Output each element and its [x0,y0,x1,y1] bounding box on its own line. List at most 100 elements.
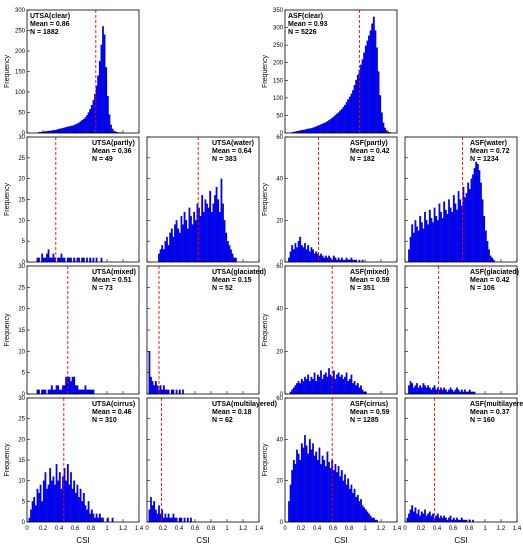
histogram-bar [371,23,374,134]
histogram-bar [324,122,327,134]
histogram-bar [352,90,354,134]
histogram-bar [337,257,340,263]
histogram-bar [340,257,343,263]
histogram-bar [384,127,386,134]
histogram-bar [289,484,292,523]
histogram-bar [73,480,76,523]
histogram-bar [326,376,329,395]
histogram-bar [313,455,316,523]
histogram-bar [38,257,40,263]
histogram-bar [345,257,348,263]
histogram-bar [307,245,310,263]
x-tick-label: 0.6 [449,526,458,532]
histogram-bar [78,122,80,134]
histogram-bar [321,378,324,395]
histogram-bar [340,108,343,134]
histogram-bar [60,253,63,263]
histogram-bar [66,257,69,263]
histogram-bar [202,211,205,263]
histogram-bar [36,257,39,263]
histogram-bar [84,505,87,523]
histogram-bar [84,385,87,395]
histogram-bar [291,470,294,523]
histogram-bar [207,207,210,263]
histogram-bar [409,236,412,263]
y-tick-label: 0 [22,392,26,398]
y-tick-label: 15 [18,458,25,464]
y-tick-label: 5 [22,239,26,245]
histogram-bar [326,121,329,134]
histogram-bar [95,513,98,523]
histogram-bar [412,232,415,263]
histogram-bar [328,461,330,523]
histogram-bar [300,443,303,523]
histogram-bar [294,385,297,395]
axes-frame [146,265,260,395]
histogram-bar [151,505,154,523]
x-tick-label: 0.6 [191,526,200,532]
histogram-bar [337,466,340,523]
histogram-bar [76,257,79,263]
histogram-bar [313,127,316,134]
histogram-bar [190,517,192,523]
histogram-bar [440,211,442,263]
histogram-bar [154,381,157,395]
y-axis-label: Frequency [4,443,11,477]
y-tick-label: 0 [280,131,284,137]
histogram-bar [313,372,316,395]
histogram-bar [328,255,330,263]
x-tick-label: 0.4 [313,526,322,532]
histogram-bar [342,106,345,134]
histogram-bar [422,228,425,263]
histogram-bar [92,513,95,523]
histogram-bar [100,257,103,263]
histogram-bar [169,232,172,263]
histogram-bar [382,122,385,134]
y-axis-label: Frequency [262,443,269,477]
histogram-bar [84,117,87,134]
y-tick-label: 300 [15,8,26,14]
histogram-bar [326,451,329,523]
histogram-bar [304,376,306,395]
histogram-bar [459,199,462,263]
mean-label: Mean = 0.51 [92,277,132,284]
histogram-bar [318,447,321,523]
histogram-bar [334,257,337,263]
histogram-bar [361,389,364,395]
histogram-bar [190,216,192,263]
y-tick-label: 300 [273,26,284,32]
subplot-title: ASF(glaciated) [470,269,519,276]
histogram-bar [31,501,34,523]
histogram-bar [170,228,173,263]
x-tick-label: 0.2 [417,526,426,532]
histogram-bar [312,127,314,134]
histogram-bar [440,515,442,523]
histogram-bar [296,449,298,523]
histogram-bar [428,387,431,395]
x-axis-label: CSI [454,536,467,545]
histogram-bar [44,472,47,523]
histogram-bar [183,211,186,263]
y-tick-label: 40 [276,437,283,443]
histogram-bar [41,501,44,523]
histogram-bar [62,127,64,134]
histogram-bar [304,435,306,523]
y-tick-label: 25 [18,285,25,291]
histogram-bar [430,218,433,263]
histogram-bar [54,130,56,134]
histogram-bar [355,385,358,395]
histogram-bar [52,476,55,523]
histogram-bar [352,492,354,523]
histogram-bar [329,374,332,395]
mean-label: Mean = 0.93 [288,21,328,28]
histogram-bar [422,383,425,395]
histogram-bar [465,193,468,263]
subplot-title: ASF(mixed) [350,269,389,276]
histogram-bar [294,243,297,263]
histogram-bar [52,253,55,263]
histogram-bar [166,517,168,523]
histogram-bar [175,517,178,523]
histogram-bar [90,105,93,134]
y-tick-label: 0 [22,131,26,137]
histogram-bar [222,203,224,263]
